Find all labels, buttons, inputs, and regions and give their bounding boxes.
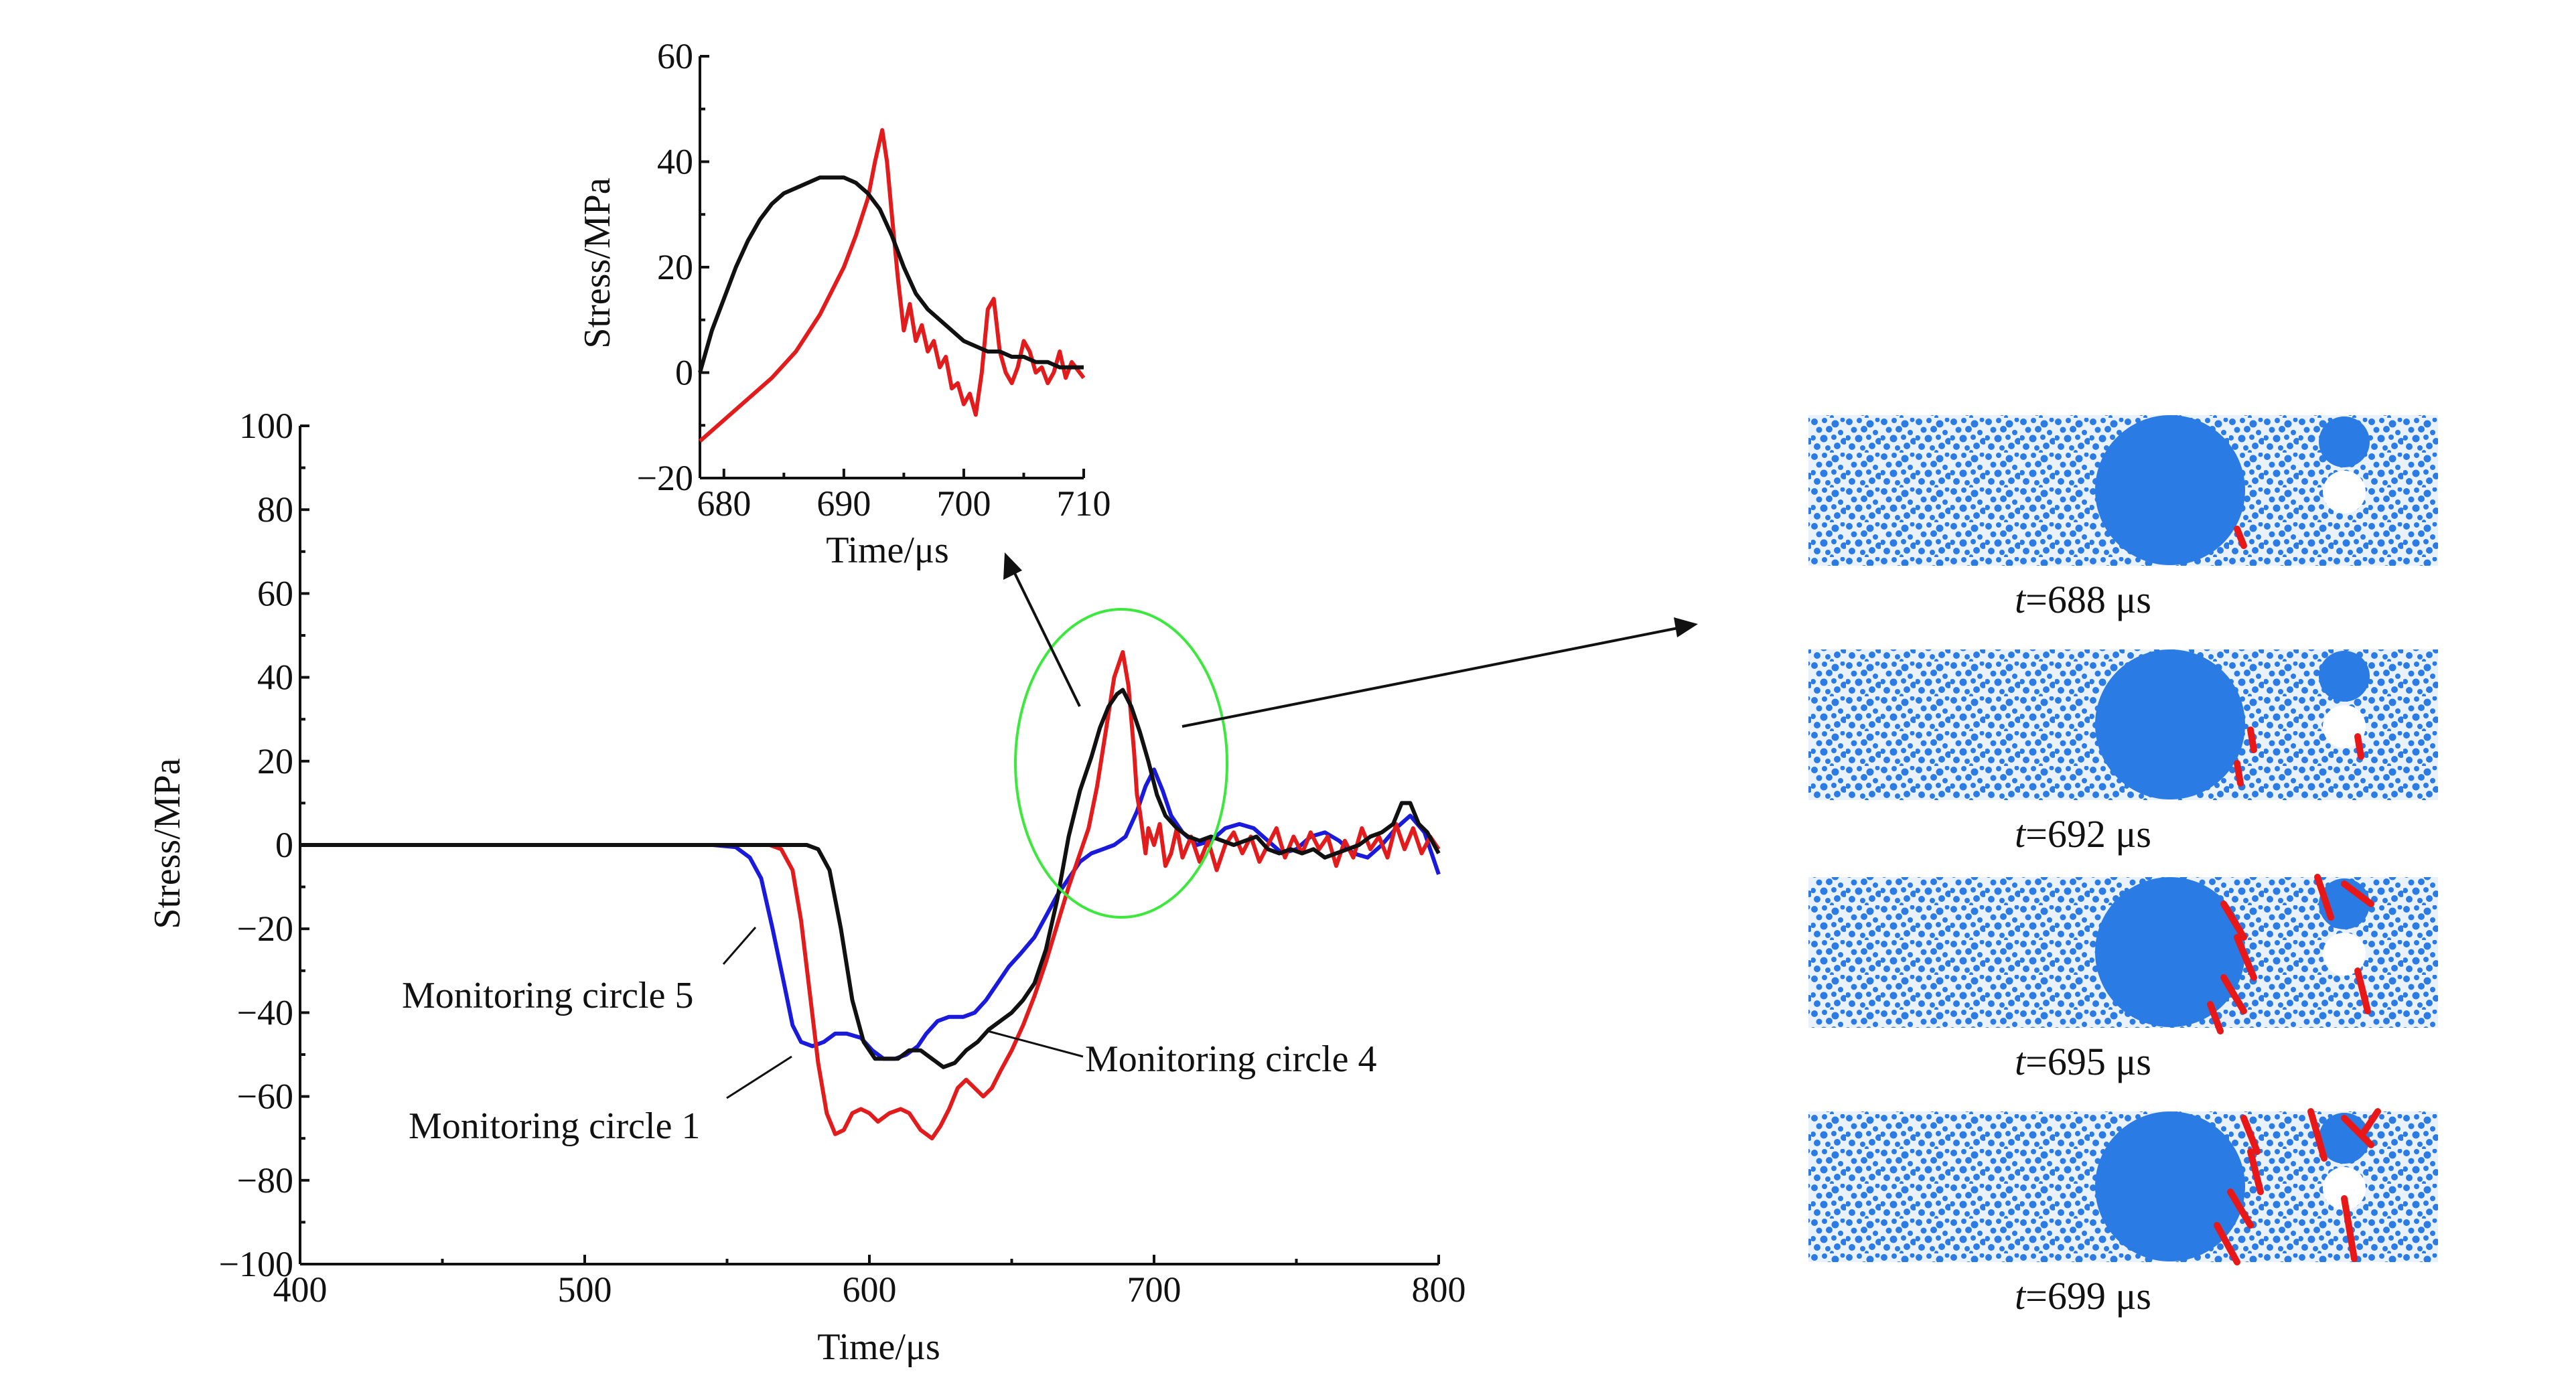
crack-segment	[2314, 874, 2334, 921]
main-stress-chart: 400 500 600 700 800 100 80 60 40 20 0 −20 −40 −60 −80 −…	[147, 406, 1698, 1368]
crack-segment	[2341, 880, 2374, 907]
main-y-tick-label: −40	[237, 992, 293, 1032]
crack-segment	[2220, 901, 2247, 941]
arrow-to-snapshots-head	[1674, 617, 1698, 637]
crack-segment	[2247, 726, 2257, 753]
main-x-tick-label: 800	[1412, 1269, 1466, 1310]
main-x-tick-label: 500	[558, 1269, 612, 1310]
inset-y-tick-label: 0	[675, 353, 693, 393]
snapshot-panel: t=699 μs	[1808, 1108, 2438, 1318]
main-y-tick-label: 60	[257, 573, 293, 613]
large-hole	[2095, 1111, 2245, 1261]
main-y-tick-label: −60	[237, 1077, 293, 1117]
main-x-tick-label: 700	[1127, 1269, 1182, 1310]
snapshot-caption-var: t	[2015, 578, 2027, 621]
crack-segment	[2234, 526, 2247, 549]
large-hole	[2095, 877, 2245, 1027]
snapshot-caption-var: t	[2015, 1274, 2027, 1318]
main-line-monitoring-circle-1	[300, 650, 1441, 1141]
inset-x-axis-title: Time/μs	[826, 530, 949, 571]
inset-y-tick-label: 20	[657, 247, 693, 287]
inset-chart-series	[698, 128, 1086, 443]
arrow-to-inset-head	[1003, 552, 1022, 580]
crack-segment	[2341, 1115, 2374, 1148]
main-y-tick-label: −80	[237, 1160, 293, 1201]
small-hole-empty	[2323, 933, 2366, 976]
snapshot-caption: t=692 μs	[2015, 812, 2151, 856]
inset-y-tick-label: 60	[657, 36, 693, 76]
snapshot-caption: t=688 μs	[2015, 578, 2151, 621]
crack-segment	[2234, 760, 2244, 787]
highlight-ellipse	[1014, 608, 1228, 919]
crack-segment	[2361, 1108, 2381, 1135]
small-hole-empty	[2323, 471, 2366, 514]
crack-segment	[2240, 1115, 2261, 1155]
main-y-tick-label: 0	[275, 825, 293, 865]
crack-segment	[2214, 1222, 2240, 1265]
crack-segment	[2247, 1148, 2264, 1195]
inset-x-tick-label: 700	[936, 483, 991, 524]
inset-y-axis-title: Stress/MPa	[577, 177, 618, 348]
inset-line-series-0	[699, 128, 1086, 443]
small-hole-filled	[2319, 651, 2370, 702]
main-y-tick-label: 100	[239, 406, 293, 446]
crack-segment	[2220, 974, 2247, 1014]
series-label-circle-4: Monitoring circle 4	[1085, 1038, 1376, 1080]
main-y-tick-label: 20	[257, 741, 293, 781]
series-label-circle-1: Monitoring circle 1	[409, 1105, 700, 1147]
snapshot-caption: t=695 μs	[2015, 1040, 2151, 1083]
inset-y-tick-label: −20	[637, 458, 693, 498]
crack-segment	[2354, 733, 2364, 760]
snapshot-panel: t=692 μs	[1808, 649, 2438, 856]
snapshot-panel: t=695 μs	[1808, 874, 2438, 1083]
arrow-to-snapshots	[1182, 626, 1682, 728]
arrow-to-inset	[1011, 568, 1081, 707]
crack-segment	[2234, 934, 2257, 981]
inset-y-tick-label: 40	[657, 142, 693, 182]
inset-x-tick-label: 690	[816, 483, 871, 524]
series-label-circle-5: Monitoring circle 5	[402, 975, 693, 1016]
main-x-tick-label: 400	[273, 1269, 328, 1310]
inset-chart-axes	[699, 56, 1084, 479]
crack-segment	[2227, 1188, 2254, 1229]
main-y-tick-label: 80	[257, 489, 293, 530]
series-label-circle-4-leader	[987, 1030, 1084, 1058]
main-x-axis-title: Time/μs	[817, 1326, 940, 1368]
inset-stress-chart: 680 690 700 710 60 40 20 0 −20 Time/μs Stress/MP…	[577, 36, 1111, 571]
snapshot-caption-time: =692 μs	[2025, 812, 2151, 856]
crack-segment	[2207, 1001, 2224, 1034]
crack-segment	[2307, 1108, 2328, 1162]
main-y-tick-label: −100	[219, 1244, 293, 1284]
inset-x-tick-label: 680	[697, 483, 751, 524]
series-label-circle-5-leader	[722, 927, 757, 965]
large-hole	[2095, 649, 2245, 799]
snapshot-caption-var: t	[2015, 812, 2027, 856]
main-chart-series	[300, 650, 1441, 1141]
small-hole-empty	[2323, 1167, 2366, 1210]
main-x-tick-label: 600	[843, 1269, 897, 1310]
small-hole-filled	[2319, 416, 2370, 467]
large-hole	[2095, 415, 2245, 565]
small-hole-filled	[2319, 1113, 2370, 1164]
main-y-tick-label: 40	[257, 658, 293, 698]
snapshot-caption: t=699 μs	[2015, 1274, 2151, 1318]
crack-snapshots: t=688 μst=692 μst=695 μst=699 μs	[1808, 415, 2438, 1318]
snapshot-caption-time: =695 μs	[2025, 1040, 2151, 1083]
series-label-circle-1-leader	[726, 1055, 792, 1099]
snapshot-caption-time: =699 μs	[2025, 1274, 2151, 1318]
crack-segment	[2341, 1195, 2358, 1262]
inset-chart-ticks: 680 690 700 710 60 40 20 0 −20	[637, 36, 1111, 524]
main-y-tick-label: −20	[237, 909, 293, 949]
snapshot-caption-time: =688 μs	[2025, 578, 2151, 621]
inset-line-series-1	[698, 175, 1084, 374]
inset-x-tick-label: 710	[1057, 483, 1111, 524]
crack-segment	[2354, 968, 2371, 1014]
snapshot-caption-var: t	[2015, 1040, 2027, 1083]
main-y-axis-title: Stress/MPa	[147, 758, 188, 929]
main-line-monitoring-circle-4	[300, 688, 1441, 1069]
snapshot-panel: t=688 μs	[1808, 415, 2438, 621]
main-chart-ticks: 400 500 600 700 800 100 80 60 40 20 0 −20 −40 −60 −80 −…	[219, 406, 1466, 1310]
